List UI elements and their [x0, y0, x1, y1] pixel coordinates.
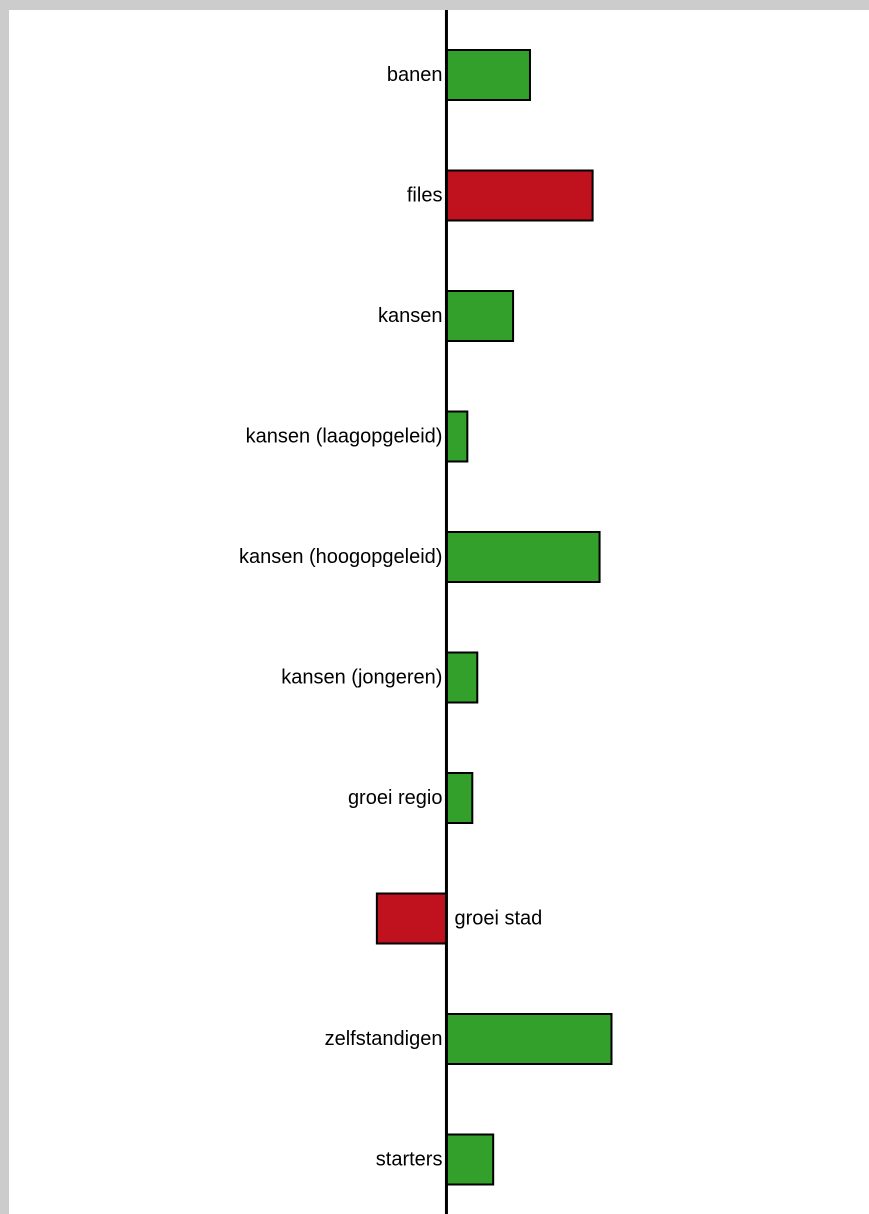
- category-labels-group: banen files kansen kansen (laagopgeleid) kan…: [239, 64, 542, 1171]
- category-label: groei regio: [348, 787, 443, 809]
- bar-kansen: [445, 290, 515, 342]
- diverging-bar-chart: banen files kansen kansen (laagopgeleid) kan…: [239, 10, 613, 1214]
- bar-zelfstandigen: [445, 1013, 613, 1065]
- bar-groei-regio: [445, 772, 474, 824]
- bar-groei-stad: [375, 892, 448, 945]
- bar-kansen-jongeren: [445, 651, 479, 704]
- bar-kansen-hoogopgeleid: [445, 531, 601, 583]
- category-label: kansen (jongeren): [281, 667, 442, 689]
- bar-starters: [445, 1133, 495, 1186]
- category-label: kansen: [378, 305, 443, 327]
- category-label: starters: [376, 1149, 443, 1171]
- category-label: zelfstandigen: [325, 1028, 443, 1050]
- category-label: files: [407, 185, 443, 207]
- bar-files: [445, 169, 594, 222]
- bar-kansen-laagopgeleid: [445, 410, 469, 463]
- category-label: groei stad: [454, 908, 542, 930]
- category-label: kansen (hoogopgeleid): [239, 546, 443, 568]
- bar-banen: [445, 49, 531, 101]
- category-label: kansen (laagopgeleid): [246, 426, 443, 448]
- chart-frame: banen files kansen kansen (laagopgeleid) kan…: [9, 10, 869, 1214]
- bars-group: [375, 49, 613, 1186]
- category-label: banen: [387, 64, 443, 86]
